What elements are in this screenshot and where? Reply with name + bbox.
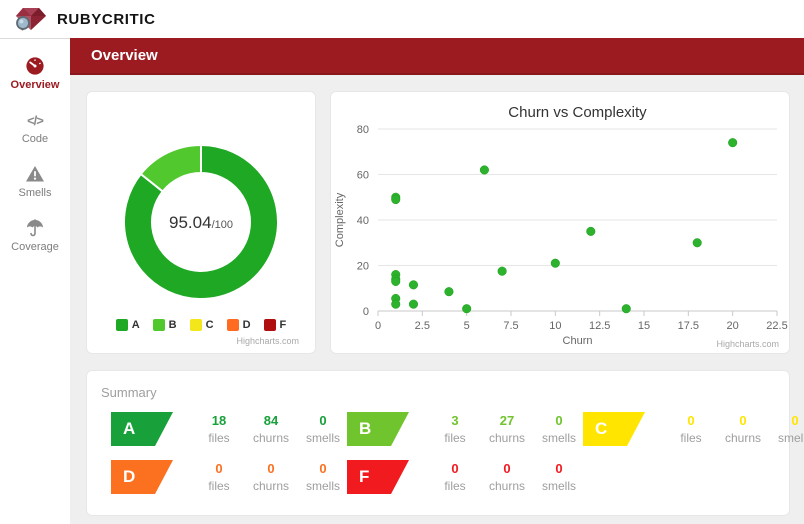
summary-heading: Summary — [101, 385, 157, 400]
legend-item-a[interactable]: A — [115, 319, 140, 331]
stat-churns: 84 churns — [252, 413, 290, 445]
stat-files: 0 files — [444, 461, 466, 493]
legend-label: B — [168, 319, 177, 331]
summary-card: Summary A 18 files 84 churns 0 smells — [86, 370, 804, 516]
sidebar-item-label: Coverage — [11, 241, 59, 253]
svg-text:0: 0 — [363, 306, 369, 318]
stat-churns: 0 churns — [252, 461, 290, 493]
stat-files: 0 files — [208, 461, 230, 493]
churn-complexity-chart[interactable]: Churn vs Complexity 0 20 40 60 80 0 2.5 5 7.5 10 12… — [331, 92, 789, 353]
score-value: 95.04/100 — [169, 213, 233, 232]
legend-label: F — [279, 319, 287, 331]
svg-text:20: 20 — [357, 261, 369, 273]
legend-item-d[interactable]: D — [226, 319, 251, 331]
svg-text:Churn vs Complexity: Churn vs Complexity — [508, 104, 647, 121]
stat-smells: 0 smells — [541, 461, 576, 493]
legend-item-c[interactable]: C — [189, 319, 214, 331]
svg-text:0: 0 — [375, 320, 381, 332]
summary-grade-d: D 0 files 0 churns 0 smells — [111, 460, 347, 494]
score-card: 95.04/100 A B C D F Highcharts.com — [86, 91, 316, 354]
svg-text:7.5: 7.5 — [503, 320, 518, 332]
svg-text:2.5: 2.5 — [415, 320, 430, 332]
churn-complexity-card: Churn vs Complexity 0 20 40 60 80 0 2.5 5 7.5 10 12… — [330, 91, 790, 354]
grade-c-badge: C — [583, 412, 645, 446]
svg-text:60: 60 — [357, 170, 369, 182]
stat-smells: 0 smells — [305, 413, 340, 445]
brand-title: RUBYCRITIC — [57, 10, 156, 28]
legend-label: D — [242, 319, 251, 331]
sidebar-item-overview[interactable]: Overview — [0, 46, 70, 100]
main-content: 95.04/100 A B C D F Highcharts.com Churn vs … — [70, 75, 804, 524]
sidebar-item-label: Overview — [10, 79, 60, 91]
svg-text:10: 10 — [549, 320, 561, 332]
sidebar-item-coverage[interactable]: Coverage — [0, 208, 70, 262]
svg-text:40: 40 — [357, 215, 369, 227]
stat-churns: 0 churns — [488, 461, 526, 493]
legend-swatch-icon — [189, 319, 202, 331]
grade-f-badge: F — [347, 460, 409, 494]
svg-text:20: 20 — [727, 320, 739, 332]
summary-grade-b: B 3 files 27 churns 0 smells — [347, 412, 583, 446]
legend-item-f[interactable]: F — [263, 319, 287, 331]
stat-churns: 27 churns — [488, 413, 526, 445]
sidebar-item-code[interactable]: </> Code — [0, 100, 70, 154]
legend-label: A — [131, 319, 140, 331]
sidebar: Overview </> Code Smells Coverage — [0, 38, 70, 524]
legend-label: C — [205, 319, 214, 331]
stat-smells: 0 smells — [777, 413, 804, 445]
svg-text:17.5: 17.5 — [678, 320, 699, 332]
legend-item-b[interactable]: B — [152, 319, 177, 331]
svg-text:80: 80 — [357, 124, 369, 136]
stat-files: 18 files — [208, 413, 230, 445]
grade-a-badge: A — [111, 412, 173, 446]
stat-smells: 0 smells — [541, 413, 576, 445]
app-header: RUBYCRITIC — [0, 0, 804, 38]
sidebar-item-label: Code — [21, 133, 49, 145]
stat-smells: 0 smells — [305, 461, 340, 493]
summary-grade-a: A 18 files 84 churns 0 smells — [111, 412, 347, 446]
summary-grade-f: F 0 files 0 churns 0 smells — [347, 460, 583, 494]
legend-swatch-icon — [226, 319, 239, 331]
gauge-icon — [25, 55, 45, 77]
svg-text:5: 5 — [464, 320, 470, 332]
grade-b-badge: B — [347, 412, 409, 446]
score-donut-chart[interactable] — [87, 92, 315, 306]
stat-files: 0 files — [680, 413, 702, 445]
page-title-bar: Overview — [70, 38, 804, 75]
svg-text:12.5: 12.5 — [589, 320, 610, 332]
legend-swatch-icon — [152, 319, 165, 331]
umbrella-icon — [25, 217, 45, 239]
page-title: Overview — [91, 47, 158, 64]
sidebar-item-label: Smells — [18, 187, 52, 199]
svg-text:Churn: Churn — [563, 335, 593, 347]
code-icon: </> — [27, 112, 44, 128]
legend-swatch-icon — [115, 319, 128, 331]
legend-swatch-icon — [263, 319, 276, 331]
svg-text:Highcharts.com: Highcharts.com — [716, 339, 779, 349]
svg-text:Complexity: Complexity — [334, 192, 346, 247]
sidebar-item-smells[interactable]: Smells — [0, 154, 70, 208]
highcharts-credit[interactable]: Highcharts.com — [236, 336, 299, 346]
summary-grade-c: C 0 files 0 churns 0 smells — [583, 412, 804, 446]
warning-icon — [25, 163, 45, 185]
summary-grid: A 18 files 84 churns 0 smells — [87, 412, 804, 494]
stat-files: 3 files — [444, 413, 466, 445]
grade-d-badge: D — [111, 460, 173, 494]
stat-churns: 0 churns — [724, 413, 762, 445]
svg-text:22.5: 22.5 — [766, 320, 787, 332]
svg-text:15: 15 — [638, 320, 650, 332]
rubycritic-logo-icon[interactable] — [13, 4, 49, 34]
